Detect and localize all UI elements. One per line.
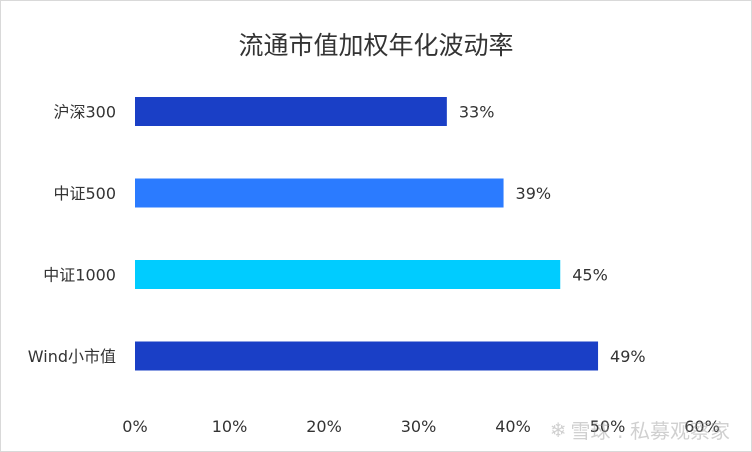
category-label-1: 中证500: [53, 184, 116, 203]
snowball-icon: ❄: [549, 417, 567, 442]
data-label-2: 45%: [572, 266, 608, 285]
data-label-0: 33%: [459, 103, 495, 122]
x-tick-label-6: 60%: [684, 417, 720, 436]
bar-2: [135, 260, 561, 289]
x-tick-label-2: 20%: [306, 417, 342, 436]
x-tick-label-4: 40%: [495, 417, 531, 436]
data-label-1: 39%: [516, 184, 552, 203]
chart-title: 流通市值加权年化波动率: [238, 31, 513, 60]
bar-0: [135, 97, 447, 126]
x-tick-label-3: 30%: [401, 417, 437, 436]
x-tick-label-0: 0%: [122, 417, 147, 436]
bar-1: [135, 178, 504, 208]
category-label-0: 沪深300: [53, 103, 116, 122]
watermark: ❄ 雪球 : 私募观察家: [550, 415, 730, 444]
x-tick-label-1: 10%: [212, 417, 248, 436]
x-tick-label-5: 50%: [590, 417, 626, 436]
category-label-3: Wind小市值: [28, 347, 116, 366]
data-label-3: 49%: [610, 347, 646, 366]
category-label-2: 中证1000: [43, 266, 116, 285]
watermark-text: 雪球 : 私募观察家: [570, 419, 730, 443]
bar-3: [135, 341, 599, 371]
